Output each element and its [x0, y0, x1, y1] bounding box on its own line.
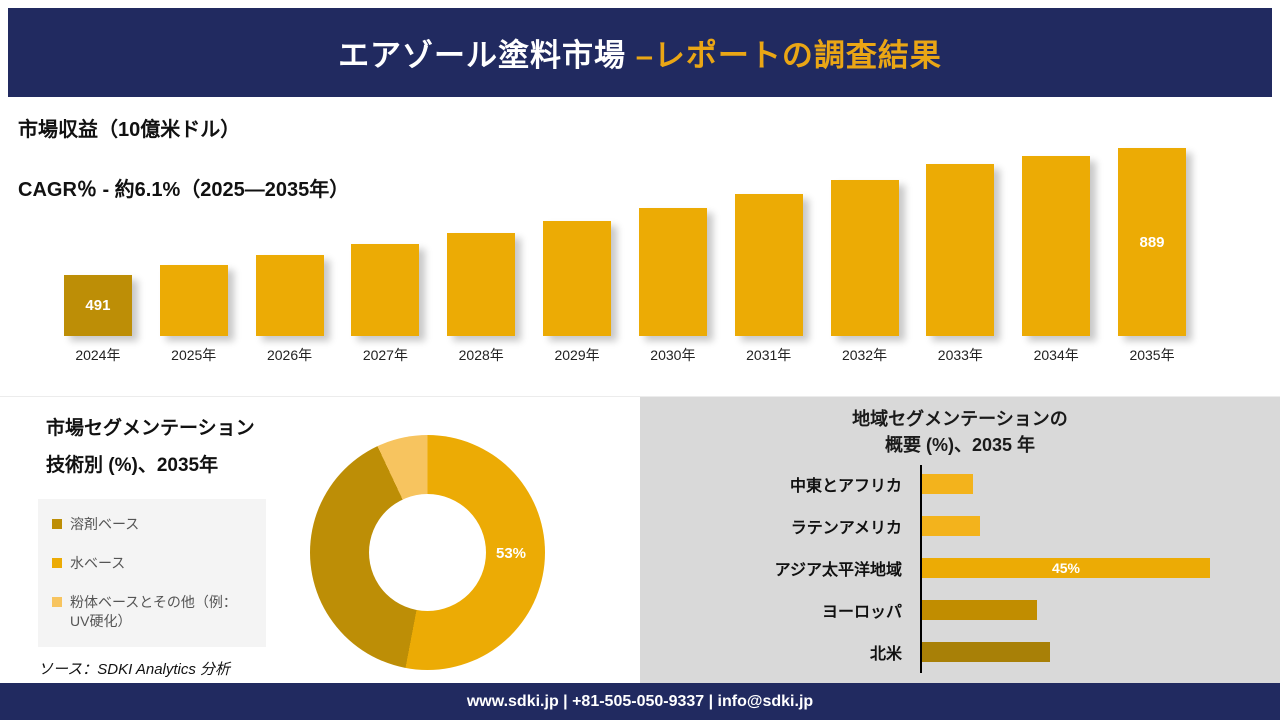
regional-bar-track [922, 600, 1280, 620]
revenue-bar-item: 2030年 [625, 137, 721, 365]
regional-row: ラテンアメリカ [640, 505, 1280, 547]
regional-bar [922, 516, 980, 536]
revenue-bar [543, 221, 612, 336]
revenue-bar-item: 889 2035年 [1104, 137, 1200, 365]
revenue-bar-item: 2034年 [1008, 137, 1104, 365]
revenue-bar [447, 233, 516, 336]
year-axis-label: 2032年 [841, 347, 888, 363]
revenue-bar-item: 2029年 [529, 137, 625, 365]
revenue-bars: 491 2024年 2025年 2026年 2027年 2028年 2029年 2030年 20… [50, 137, 1200, 365]
regional-bar-track [922, 516, 1280, 536]
regional-bar-track [922, 642, 1280, 662]
regional-category-label: アジア太平洋地域 [774, 562, 902, 579]
legend-swatch [52, 597, 62, 607]
year-axis-label: 2028年 [458, 347, 504, 363]
revenue-bar [351, 244, 420, 336]
revenue-bar-item: 2028年 [433, 137, 529, 365]
year-axis-label: 2026年 [266, 347, 313, 363]
revenue-bar [830, 180, 899, 336]
regional-title-line1: 地域セグメンテーションの [852, 409, 1068, 429]
year-axis-label: 2029年 [554, 347, 600, 363]
regional-bar-value-label: 45% [1051, 560, 1081, 576]
legend-label: 粉体ベースとその他（例：UV硬化） [70, 594, 237, 629]
regional-row: 中東とアフリカ [640, 463, 1280, 505]
segmentation-title-line2: 技術別 (%)、2035年 [46, 455, 219, 476]
year-axis-label: 2031年 [746, 347, 792, 363]
regional-category-label: 中東とアフリカ [789, 478, 902, 495]
page-title: エアゾール塗料市場 –レポートの調査結果 [338, 30, 942, 75]
year-axis-label: 2027年 [362, 347, 408, 363]
revenue-bar [1022, 156, 1091, 336]
legend-item: 水ベース [52, 554, 252, 573]
regional-bar [922, 642, 1050, 662]
page-title-main: エアゾール塗料市場 [338, 38, 627, 73]
donut-share-label: 53% [495, 545, 527, 562]
revenue-bar-item: 2033年 [912, 137, 1008, 365]
regional-bar-track [922, 474, 1280, 494]
header-banner: エアゾール塗料市場 –レポートの調査結果 [8, 8, 1272, 97]
revenue-bar-item: 2032年 [817, 137, 913, 365]
revenue-bar [159, 265, 228, 336]
bar-value-label: 889 [1139, 233, 1165, 251]
revenue-metric-label: 市場収益（10億米ドル） [18, 119, 241, 141]
technology-segmentation-panel: 市場セグメンテーション 技術別 (%)、2035年 溶剤ベース水ベース粉体ベース… [0, 397, 640, 684]
segmentation-title-line1: 市場セグメンテーション [46, 418, 255, 439]
legend-label: 溶剤ベース [70, 516, 140, 532]
revenue-bar-item: 2027年 [337, 137, 433, 365]
regional-bar [922, 600, 1037, 620]
regional-category-label: ヨーロッパ [821, 604, 902, 621]
regional-title: 地域セグメンテーションの 概要 (%)、2035 年 [640, 397, 1280, 458]
regional-chart: 中東とアフリカ ラテンアメリカアジア太平洋地域 45% ヨーロッパ北米 [640, 463, 1280, 679]
legend-swatch [52, 558, 62, 568]
revenue-bar-item: 2025年 [146, 137, 242, 365]
year-axis-label: 2030年 [650, 347, 696, 363]
revenue-bar-item: 2026年 [242, 137, 338, 365]
technology-donut: 53% [310, 435, 545, 670]
revenue-bar [926, 164, 995, 336]
regional-bar: 45% [922, 558, 1210, 578]
year-axis-label: 2034年 [1033, 347, 1079, 363]
bar-value-label: 491 [85, 297, 111, 314]
regional-row: アジア太平洋地域 45% [640, 547, 1280, 589]
regional-category-label: 北米 [869, 646, 902, 663]
revenue-bar: 889 [1118, 148, 1187, 336]
regional-row: ヨーロッパ [640, 589, 1280, 631]
regional-axis-line [920, 465, 922, 673]
page-title-accent: –レポートの調査結果 [635, 38, 942, 73]
source-note: ソース：SDKI Analytics 分析 [38, 661, 231, 678]
regional-bar-track: 45% [922, 558, 1280, 578]
year-axis-label: 2033年 [937, 347, 983, 363]
revenue-bar-item: 2031年 [721, 137, 817, 365]
year-axis-label: 2024年 [75, 347, 121, 363]
revenue-bar [638, 208, 707, 336]
year-axis-label: 2035年 [1129, 347, 1175, 363]
regional-rows: 中東とアフリカ ラテンアメリカアジア太平洋地域 45% ヨーロッパ北米 [640, 463, 1280, 673]
footer-banner: www.sdki.jp | +81-505-050-9337 | info@sd… [0, 683, 1280, 720]
regional-title-line2: 概要 (%)、2035 年 [884, 435, 1036, 455]
regional-bar [922, 474, 973, 494]
regional-row: 北米 [640, 631, 1280, 673]
legend-item: 溶剤ベース [52, 515, 252, 534]
footer-contact: www.sdki.jp | +81-505-050-9337 | info@sd… [466, 692, 814, 710]
regional-category-label: ラテンアメリカ [790, 520, 902, 537]
regional-segmentation-panel: 地域セグメンテーションの 概要 (%)、2035 年 中東とアフリカ ラテンアメリ… [640, 397, 1280, 684]
revenue-bar [255, 255, 324, 336]
revenue-cagr-label: CAGR％ - 約6.1%（2025―2035年） [18, 179, 350, 201]
technology-legend: 溶剤ベース水ベース粉体ベースとその他（例：UV硬化） [38, 499, 266, 647]
revenue-bar [734, 194, 803, 336]
bottom-section: 市場セグメンテーション 技術別 (%)、2035年 溶剤ベース水ベース粉体ベース… [0, 396, 1280, 684]
revenue-bar-item: 491 2024年 [50, 137, 146, 365]
legend-swatch [52, 519, 62, 529]
year-axis-label: 2025年 [171, 347, 217, 363]
revenue-bar: 491 [63, 275, 132, 336]
legend-item: 粉体ベースとその他（例：UV硬化） [52, 593, 252, 631]
legend-label: 水ベース [70, 555, 126, 571]
